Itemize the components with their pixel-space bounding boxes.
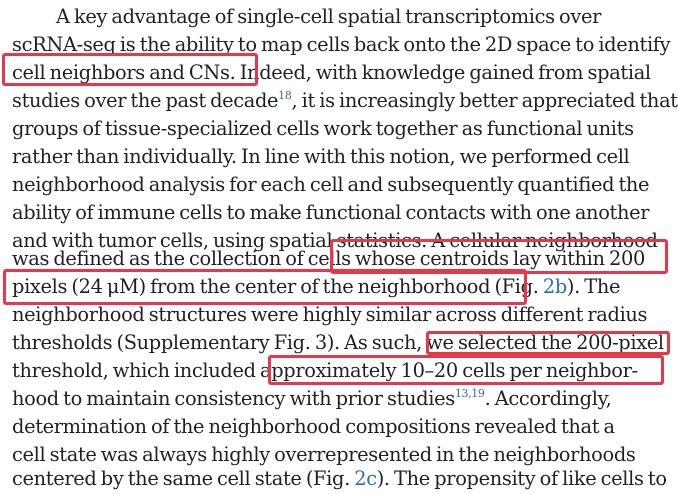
text-line-14: threshold, which included approximately … — [12, 359, 638, 382]
text-line-11: pixels (24 μM) from the center of the ne… — [12, 275, 621, 298]
text-line-3: cell neighbors and CNs. Indeed, with kno… — [12, 61, 651, 84]
figure-ref-2b[interactable]: 2b — [542, 275, 567, 298]
citation-18[interactable]: 18 — [278, 89, 292, 102]
text-line-17: cell state was always highly overreprese… — [12, 443, 636, 466]
text-line-2: scRNA-seq is the ability to map cells ba… — [12, 33, 671, 56]
text-line-15: hood to maintain consistency with prior … — [12, 387, 612, 410]
text-line-10: was defined as the collection of cells w… — [12, 247, 645, 270]
text-line-4: studies over the past decade18, it is in… — [12, 89, 678, 112]
text-line-6: rather than individually. In line with t… — [12, 145, 630, 168]
text-line-16: determination of the neighborhood compos… — [12, 415, 615, 438]
figure-ref-2c[interactable]: 2c — [354, 467, 377, 490]
text-line-1: A key advantage of single-cell spatial t… — [56, 5, 601, 28]
text-line-8: ability of immune cells to make function… — [12, 201, 650, 224]
text-line-13: thresholds (Supplementary Fig. 3). As su… — [12, 331, 664, 354]
text-line-5: groups of tissue-specialized cells work … — [12, 117, 634, 140]
citation-13-19[interactable]: 13,19 — [454, 387, 485, 400]
text-line-12: neighborhood structures were highly simi… — [12, 303, 648, 326]
text-line-18: centered by the same cell state (Fig. 2c… — [12, 467, 667, 490]
text-line-7: neighborhood analysis for each cell and … — [12, 173, 650, 196]
